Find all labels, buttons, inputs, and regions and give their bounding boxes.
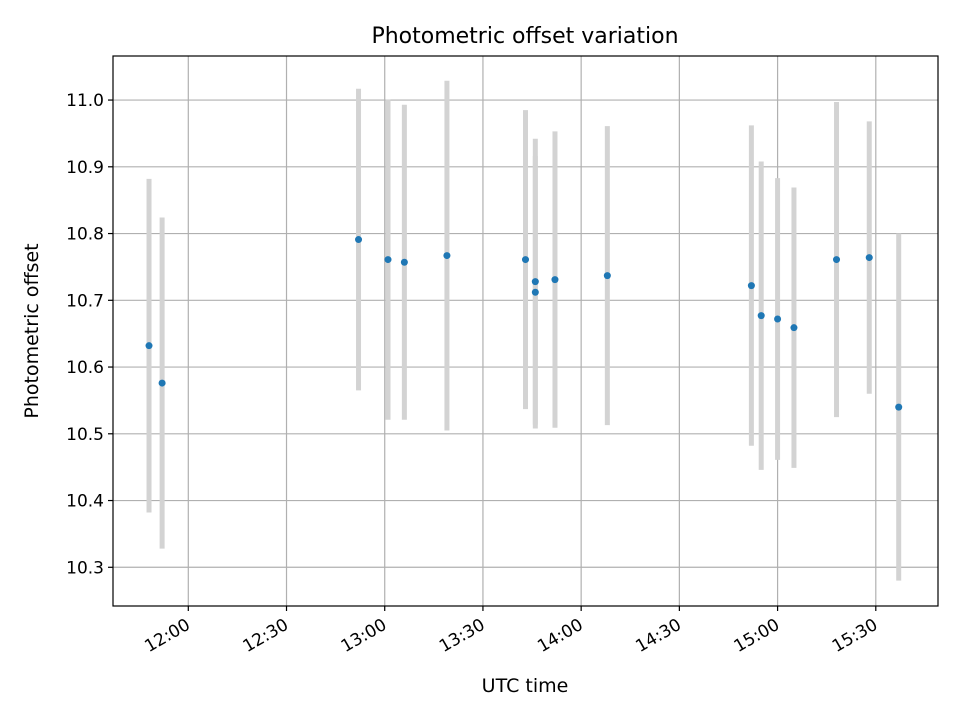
data-point bbox=[833, 256, 841, 264]
data-point bbox=[531, 288, 539, 296]
data-point bbox=[531, 278, 539, 286]
y-tick-label: 10.3 bbox=[66, 558, 104, 578]
data-point bbox=[747, 282, 755, 290]
data-point bbox=[603, 272, 611, 280]
plot-frame bbox=[112, 55, 939, 607]
y-tick-label: 10.4 bbox=[66, 492, 104, 512]
data-point bbox=[158, 379, 166, 387]
data-point bbox=[400, 258, 408, 266]
data-point bbox=[355, 236, 363, 244]
data-point bbox=[790, 324, 798, 332]
y-tick-label: 11.0 bbox=[66, 91, 104, 111]
data-point bbox=[443, 252, 451, 260]
data-point bbox=[145, 342, 153, 350]
data-point bbox=[895, 403, 903, 411]
y-tick-label: 10.7 bbox=[66, 291, 104, 311]
y-tick-label: 10.5 bbox=[66, 425, 104, 445]
y-tick-label: 10.6 bbox=[66, 358, 104, 378]
data-point bbox=[522, 256, 529, 264]
data-points bbox=[145, 236, 903, 411]
data-point bbox=[551, 276, 559, 284]
chart-title: Photometric offset variation bbox=[371, 24, 678, 49]
y-axis-label: Photometric offset bbox=[21, 243, 43, 418]
data-point bbox=[384, 256, 392, 264]
y-tick-label: 10.8 bbox=[66, 225, 104, 245]
data-point bbox=[757, 312, 765, 320]
data-point bbox=[865, 254, 873, 262]
data-point bbox=[774, 315, 782, 323]
x-axis-label: UTC time bbox=[482, 675, 569, 697]
y-tick-label: 10.9 bbox=[66, 158, 104, 178]
